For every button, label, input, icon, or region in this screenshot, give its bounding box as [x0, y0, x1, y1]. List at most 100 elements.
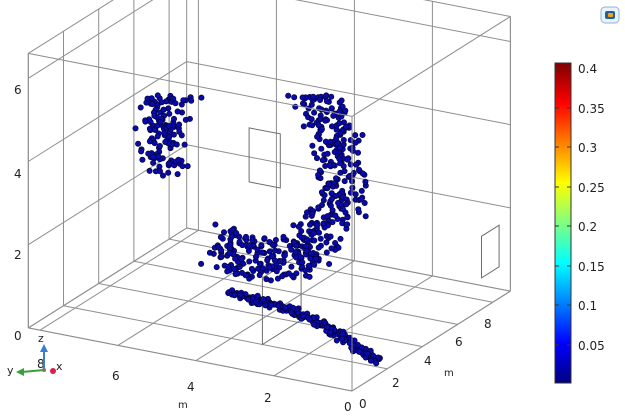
particle-point: [319, 157, 326, 164]
particle-point: [166, 123, 173, 130]
grid-line: [273, 275, 433, 377]
particle-point: [288, 263, 295, 270]
particle-point: [262, 302, 269, 309]
particle-point: [300, 123, 307, 130]
particle-point: [273, 268, 280, 275]
particle-point: [157, 118, 164, 125]
particle-point: [355, 166, 362, 173]
particle-point: [358, 196, 365, 203]
particle-point: [281, 252, 288, 259]
particle-point: [317, 116, 324, 123]
particle-point: [295, 223, 302, 230]
particle-point: [315, 172, 322, 179]
particle-point: [323, 239, 330, 246]
particle-point: [324, 324, 331, 331]
particle-point: [147, 119, 154, 126]
room-opening: [248, 127, 281, 189]
particle-point: [312, 255, 319, 262]
particle-point: [324, 150, 331, 157]
particle-point: [213, 264, 220, 271]
particle-point: [323, 98, 330, 105]
particle-point: [331, 149, 338, 156]
particle-point: [170, 95, 177, 102]
particle-point: [329, 219, 336, 226]
particle-point: [327, 329, 334, 336]
particle-point: [328, 105, 335, 112]
particle-point: [318, 106, 325, 113]
comsol-logo-icon[interactable]: [600, 6, 620, 24]
particle-point: [231, 265, 238, 272]
particle-point: [352, 132, 359, 139]
particle-point: [309, 142, 316, 149]
particle-point: [332, 212, 339, 219]
particle-point: [311, 237, 318, 244]
particle-point: [343, 123, 350, 130]
particle-point: [233, 230, 240, 237]
particle-point: [318, 145, 325, 152]
particle-point: [154, 92, 161, 99]
y-axis-unit: m: [444, 368, 454, 379]
particle-point: [328, 245, 335, 252]
particle-point: [264, 257, 271, 264]
particle-point: [327, 233, 334, 240]
particle-point: [338, 97, 345, 104]
particle-point: [198, 94, 205, 101]
z-tick-label: 4: [14, 167, 22, 181]
particle-point: [293, 254, 300, 261]
particle-point: [321, 319, 328, 326]
particle-point: [176, 121, 183, 128]
particle-point: [332, 175, 339, 182]
particle-point: [344, 156, 351, 163]
particle-point: [206, 249, 213, 256]
particle-point: [310, 321, 317, 328]
grid-line: [133, 260, 458, 325]
particle-point: [309, 122, 316, 129]
colorbar-tick-label: 0.4: [578, 62, 597, 76]
grid-line: [195, 260, 355, 362]
colorbar: [554, 62, 572, 384]
particle-point: [344, 221, 351, 228]
y-tick-label: 6: [455, 335, 463, 349]
particle-point: [144, 95, 151, 102]
bounding-box-front: [28, 16, 511, 392]
particle-point: [238, 256, 245, 263]
particle-point: [253, 299, 260, 306]
particle-point: [314, 133, 321, 140]
particle-point: [362, 213, 369, 220]
triad-x-axis: [50, 368, 56, 374]
box-edge: [28, 0, 114, 54]
particle-point: [338, 113, 345, 120]
particle-point: [182, 116, 189, 123]
particle-point: [139, 156, 146, 163]
particle-point: [229, 287, 236, 294]
particle-point: [218, 253, 225, 260]
particle-point: [299, 259, 306, 266]
colorbar-tick-label: 0.15: [578, 260, 605, 274]
grid-lines: [27, 0, 511, 392]
particle-point: [158, 99, 165, 106]
particle-point: [343, 201, 350, 208]
particle-point: [328, 195, 335, 202]
particle-point: [150, 159, 157, 166]
particle-point: [332, 240, 339, 247]
particle-point: [132, 125, 139, 132]
particle-point: [165, 160, 172, 167]
particle-point: [156, 143, 163, 150]
particle-point: [160, 106, 167, 113]
particle-point: [254, 246, 261, 253]
triad-z-label: z: [38, 332, 44, 345]
particle-point: [336, 155, 343, 162]
particle-point: [347, 161, 354, 168]
particle-point: [228, 233, 235, 240]
particle-point: [323, 92, 330, 99]
particle-point: [271, 257, 278, 264]
y-tick-label: 4: [424, 354, 432, 368]
particle-point: [314, 222, 321, 229]
particle-point: [322, 117, 329, 124]
particle-point: [324, 213, 331, 220]
particle-point: [266, 264, 273, 271]
z-tick-label: 0: [14, 329, 22, 343]
particle-point: [328, 93, 335, 100]
